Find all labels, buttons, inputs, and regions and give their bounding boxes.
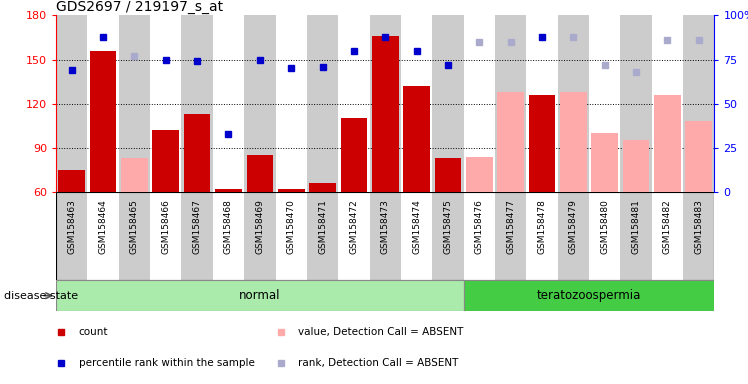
Text: GSM158468: GSM158468 xyxy=(224,199,233,254)
Bar xyxy=(589,15,620,192)
Bar xyxy=(652,192,683,280)
Text: GSM158478: GSM158478 xyxy=(538,199,547,254)
Bar xyxy=(370,15,401,192)
Bar xyxy=(589,192,620,280)
Bar xyxy=(683,192,714,280)
Text: GSM158479: GSM158479 xyxy=(568,199,577,254)
Bar xyxy=(150,192,182,280)
Text: GSM158476: GSM158476 xyxy=(475,199,484,254)
Text: percentile rank within the sample: percentile rank within the sample xyxy=(79,358,254,368)
Bar xyxy=(432,15,464,192)
Bar xyxy=(557,15,589,192)
Text: GDS2697 / 219197_s_at: GDS2697 / 219197_s_at xyxy=(56,0,223,14)
Bar xyxy=(497,92,524,192)
Bar xyxy=(592,133,618,192)
Bar xyxy=(247,155,273,192)
Bar xyxy=(244,15,275,192)
Text: GSM158471: GSM158471 xyxy=(318,199,327,254)
Bar xyxy=(213,15,244,192)
Bar xyxy=(340,118,367,192)
Bar xyxy=(338,15,370,192)
Bar xyxy=(275,192,307,280)
Text: GSM158480: GSM158480 xyxy=(600,199,609,254)
Text: GSM158482: GSM158482 xyxy=(663,199,672,254)
Bar xyxy=(88,15,119,192)
Bar xyxy=(557,192,589,280)
Bar xyxy=(182,192,213,280)
Text: rank, Detection Call = ABSENT: rank, Detection Call = ABSENT xyxy=(298,358,459,368)
Bar xyxy=(372,36,399,192)
Bar xyxy=(464,15,495,192)
Bar xyxy=(307,15,338,192)
Bar xyxy=(529,95,555,192)
Bar xyxy=(121,158,148,192)
Bar xyxy=(58,170,85,192)
Text: GSM158469: GSM158469 xyxy=(255,199,264,254)
Bar xyxy=(527,192,557,280)
Bar xyxy=(620,192,652,280)
Bar xyxy=(119,15,150,192)
Bar xyxy=(466,157,493,192)
Bar xyxy=(56,192,88,280)
Bar xyxy=(119,192,150,280)
Bar xyxy=(182,15,213,192)
Bar xyxy=(403,86,430,192)
Text: GSM158470: GSM158470 xyxy=(286,199,295,254)
Text: GSM158466: GSM158466 xyxy=(162,199,171,254)
Text: GSM158475: GSM158475 xyxy=(444,199,453,254)
Text: GSM158467: GSM158467 xyxy=(193,199,202,254)
Bar xyxy=(56,15,88,192)
Bar xyxy=(527,15,557,192)
Text: GSM158472: GSM158472 xyxy=(349,199,358,254)
Text: GSM158481: GSM158481 xyxy=(631,199,640,254)
Text: GSM158464: GSM158464 xyxy=(99,199,108,254)
Bar xyxy=(184,114,210,192)
Bar xyxy=(370,192,401,280)
Text: GSM158474: GSM158474 xyxy=(412,199,421,254)
Bar xyxy=(307,192,338,280)
Bar xyxy=(432,192,464,280)
Bar xyxy=(685,121,712,192)
Text: GSM158473: GSM158473 xyxy=(381,199,390,254)
Bar xyxy=(278,189,304,192)
Bar xyxy=(213,192,244,280)
Bar xyxy=(401,192,432,280)
Bar xyxy=(652,15,683,192)
Bar xyxy=(464,280,714,311)
Text: disease state: disease state xyxy=(4,291,78,301)
Text: GSM158465: GSM158465 xyxy=(130,199,139,254)
Bar xyxy=(620,15,652,192)
Bar xyxy=(153,130,179,192)
Bar xyxy=(338,192,370,280)
Bar xyxy=(244,192,275,280)
Text: GSM158463: GSM158463 xyxy=(67,199,76,254)
Bar xyxy=(560,92,586,192)
Bar xyxy=(56,280,464,311)
Bar xyxy=(495,15,527,192)
Bar xyxy=(401,15,432,192)
Bar xyxy=(309,183,336,192)
Text: GSM158477: GSM158477 xyxy=(506,199,515,254)
Bar xyxy=(150,15,182,192)
Bar xyxy=(495,192,527,280)
Bar xyxy=(622,141,649,192)
Bar xyxy=(215,189,242,192)
Bar xyxy=(275,15,307,192)
Text: GSM158483: GSM158483 xyxy=(694,199,703,254)
Bar xyxy=(435,158,462,192)
Bar xyxy=(90,51,117,192)
Bar xyxy=(464,192,495,280)
Bar xyxy=(88,192,119,280)
Bar xyxy=(654,95,681,192)
Text: count: count xyxy=(79,327,108,337)
Text: normal: normal xyxy=(239,289,280,302)
Text: value, Detection Call = ABSENT: value, Detection Call = ABSENT xyxy=(298,327,464,337)
Text: teratozoospermia: teratozoospermia xyxy=(537,289,641,302)
Bar xyxy=(683,15,714,192)
